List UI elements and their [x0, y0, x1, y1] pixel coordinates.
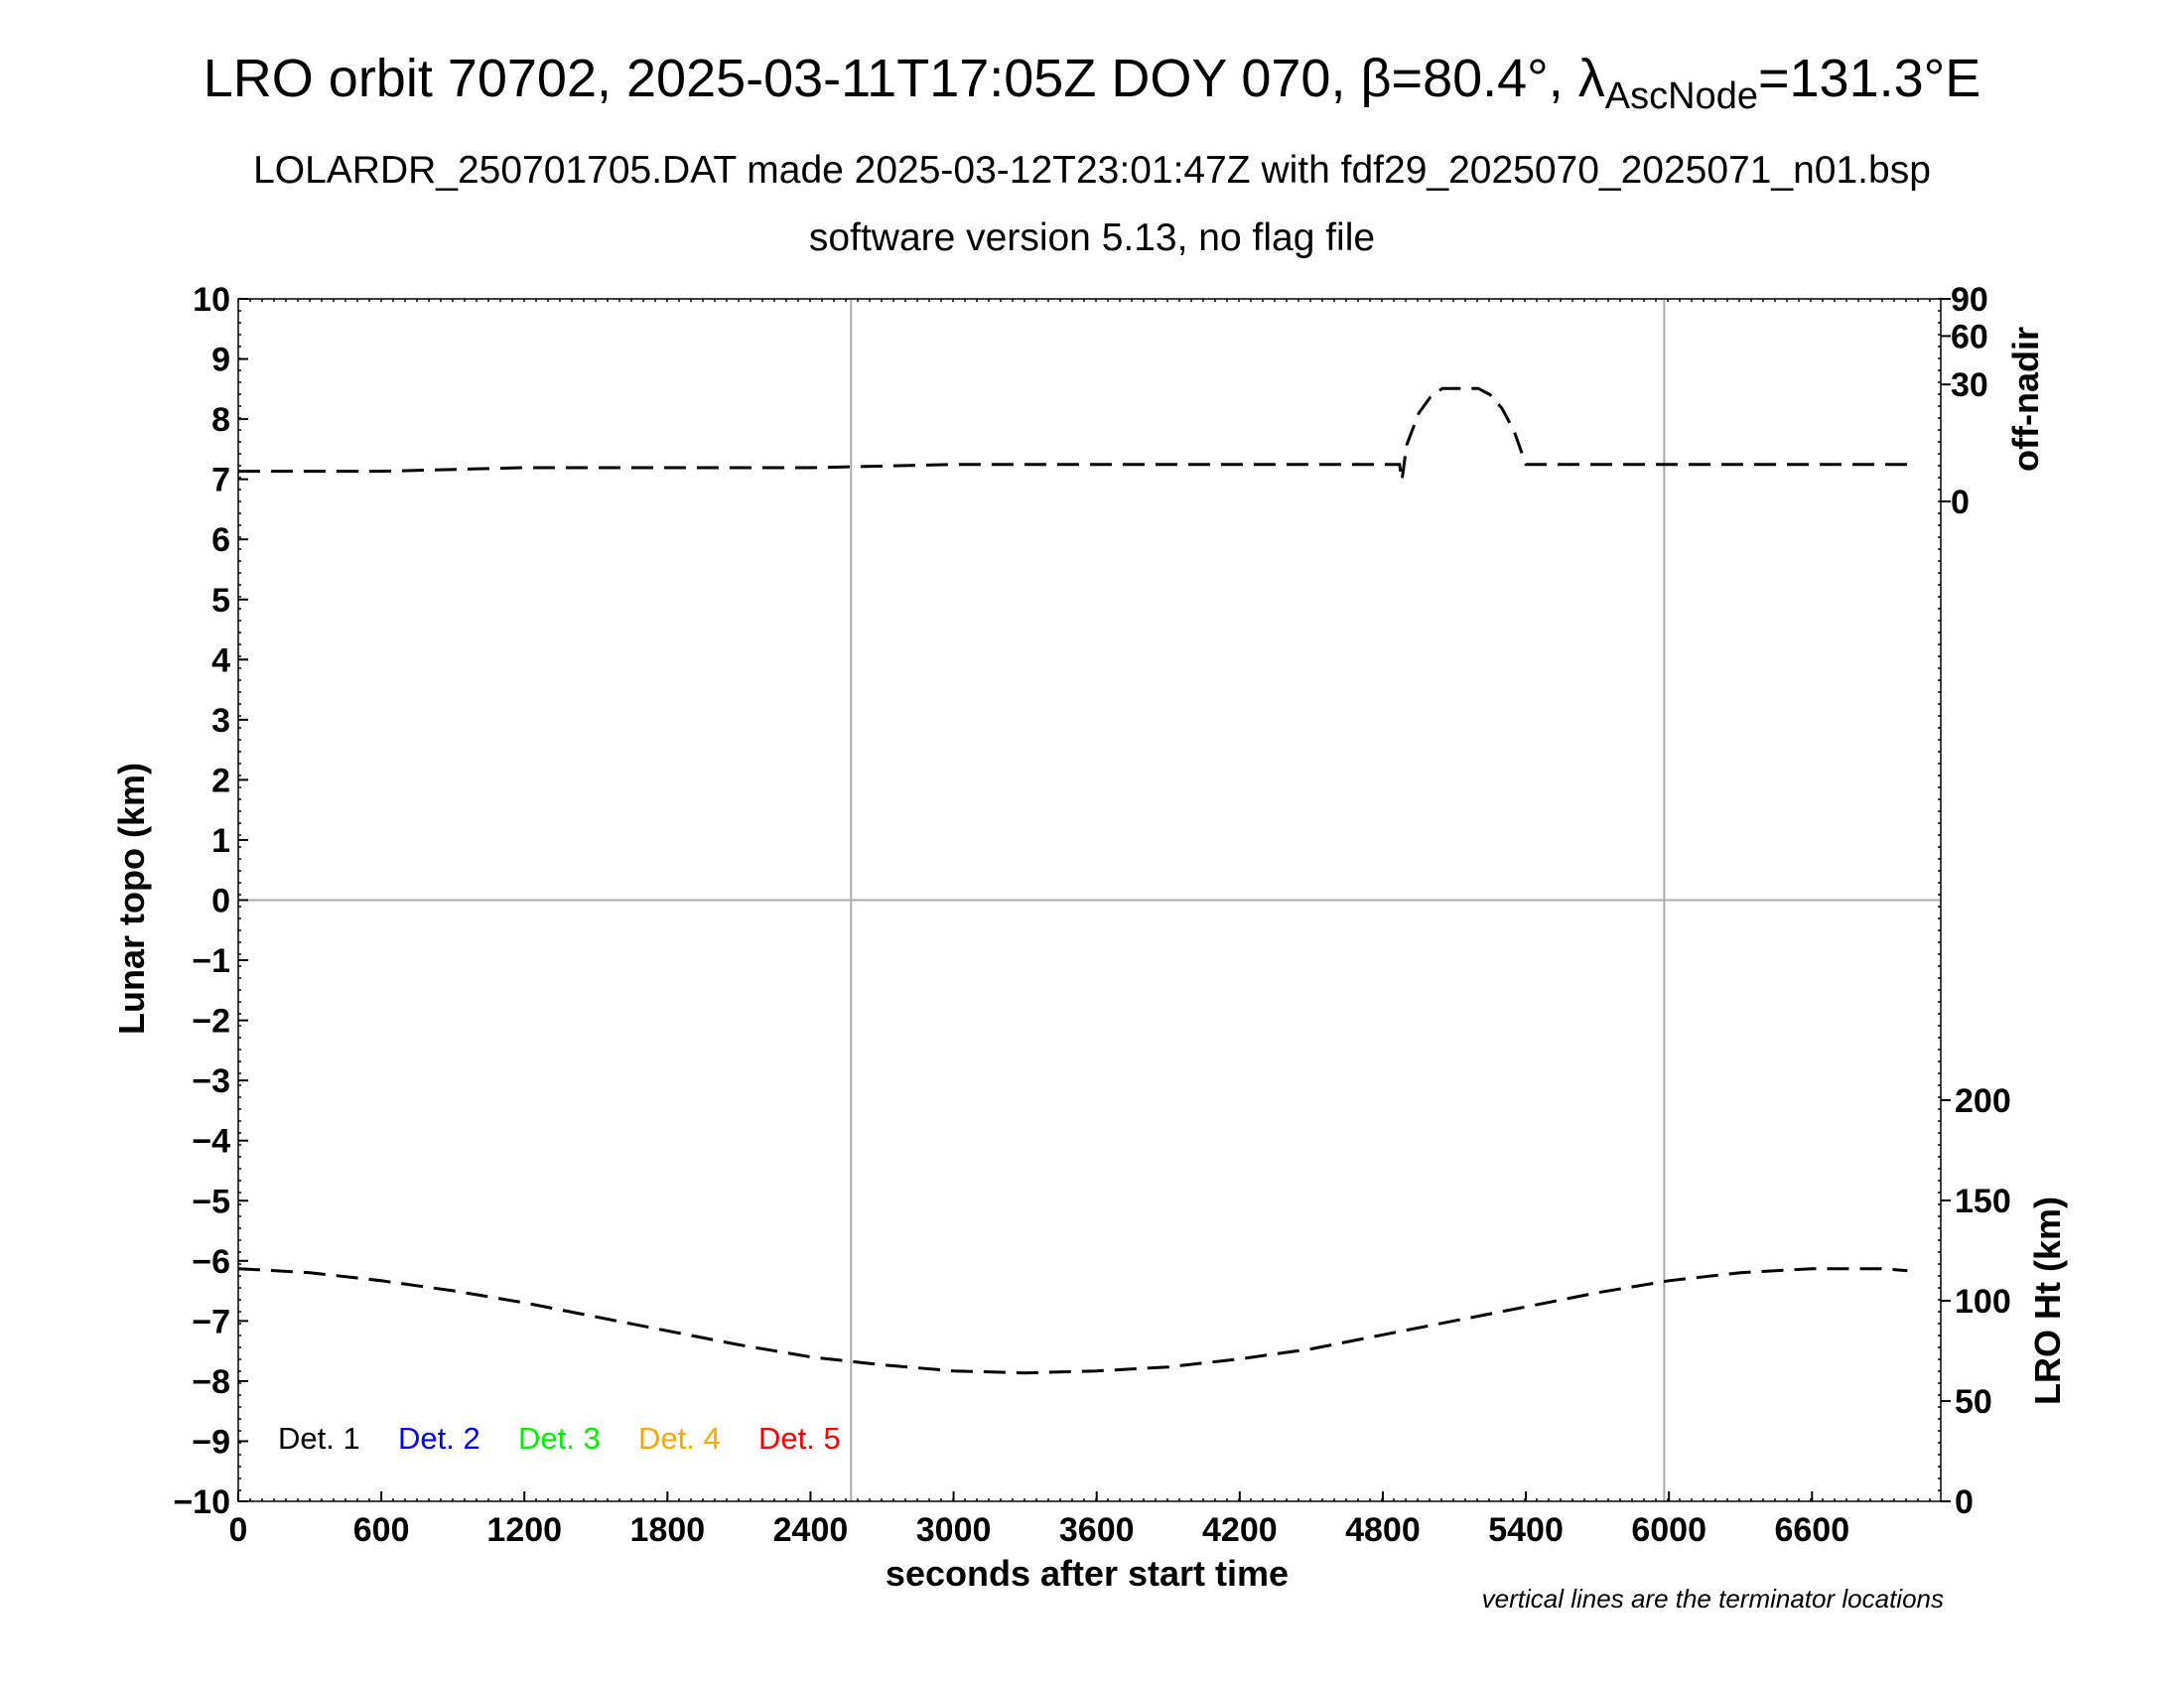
legend-entry-det-1: Det. 1	[278, 1421, 360, 1456]
y-tick-label: −9	[192, 1423, 230, 1461]
grid-layer	[238, 299, 1941, 1501]
y-tick-label: −6	[192, 1243, 230, 1281]
y-tick-label: 7	[211, 462, 230, 499]
legend-entry-det-5: Det. 5	[758, 1421, 841, 1456]
x-tick-label: 6600	[1774, 1511, 1849, 1549]
legend: Det. 1 Det. 2 Det. 3 Det. 4 Det. 5	[278, 1421, 841, 1456]
y-tick-label: −1	[192, 942, 230, 980]
y-tick-label: 4	[211, 641, 230, 679]
lro-ht-tick-label: 200	[1955, 1082, 2011, 1120]
y-tick-label: 5	[211, 582, 230, 620]
y-tick-label: 6	[211, 521, 230, 559]
y-tick-label: 1	[211, 822, 230, 860]
chart-subtitle-version: software version 5.13, no flag file	[808, 216, 1376, 259]
x-tick-label: 1200	[486, 1511, 562, 1549]
off-nadir-tick-label: 60	[1951, 318, 1988, 355]
off-nadir-tick-label: 90	[1951, 281, 1988, 319]
legend-entry-det-2: Det. 2	[398, 1421, 480, 1456]
y-tick-label: 3	[211, 702, 230, 740]
y-tick-label: −10	[173, 1483, 230, 1521]
x-tick-label: 4800	[1345, 1511, 1421, 1549]
terminator-note: vertical lines are the terminator locati…	[1482, 1584, 1944, 1614]
x-tick-label: 6000	[1631, 1511, 1706, 1549]
x-tick-label: 2400	[773, 1511, 849, 1549]
chart-subtitle: LOLARDR_250701705.DAT made 2025-03-12T23…	[253, 149, 1931, 192]
x-axis-label: seconds after start time	[886, 1553, 1289, 1594]
x-tick-label: 5400	[1488, 1511, 1564, 1549]
series-layer	[237, 386, 1908, 1375]
y-tick-label: −8	[192, 1363, 230, 1401]
series-off-nadir	[238, 386, 1908, 481]
x-tick-label: 4200	[1202, 1511, 1278, 1549]
frame-ticks	[237, 298, 1941, 1501]
y-tick-label: −5	[192, 1183, 230, 1220]
x-tick-labels: 0 600 1200 1800 2400 3000 3600 4200 4800 5400 6000…	[229, 1491, 1849, 1549]
series-lro-height	[237, 1267, 1908, 1375]
y-tick-label: 0	[211, 883, 230, 920]
y-tick-label: 2	[211, 762, 230, 799]
x-tick-label: 3600	[1059, 1511, 1135, 1549]
lro-ht-tick-label: 100	[1955, 1283, 2011, 1321]
legend-entry-det-4: Det. 4	[638, 1421, 721, 1456]
x-tick-label: 600	[353, 1511, 410, 1549]
lro-ht-tick-label: 0	[1955, 1483, 1974, 1521]
x-tick-label: 0	[229, 1511, 248, 1549]
lro-ht-tick-labels: 200 150 100 50 0	[1941, 1082, 2011, 1521]
lro-ht-tick-label: 50	[1955, 1383, 1992, 1421]
lro-ht-tick-label: 150	[1955, 1183, 2011, 1220]
off-nadir-tick-label: 0	[1951, 484, 1970, 521]
y-tick-label: −7	[192, 1303, 230, 1340]
y-axis-label-off-nadir: off-nadir	[2005, 327, 2046, 472]
y-tick-label: 10	[193, 281, 230, 319]
y-axis-label-lro-ht: LRO Ht (km)	[2027, 1196, 2068, 1405]
legend-entry-det-3: Det. 3	[518, 1421, 601, 1456]
off-nadir-tick-label: 30	[1951, 366, 1988, 404]
y-tick-label: −4	[192, 1123, 230, 1161]
y-axis-label-left: Lunar topo (km)	[111, 763, 152, 1035]
y-tick-label: −2	[192, 1003, 230, 1041]
x-tick-label: 1800	[630, 1511, 706, 1549]
y-tick-label: 9	[211, 342, 230, 379]
y-tick-label: 8	[211, 401, 230, 439]
chart-title: LRO orbit 70702, 2025-03-11T17:05Z DOY 0…	[203, 49, 1981, 117]
x-tick-label: 3000	[916, 1511, 992, 1549]
y-tick-label: −3	[192, 1062, 230, 1100]
